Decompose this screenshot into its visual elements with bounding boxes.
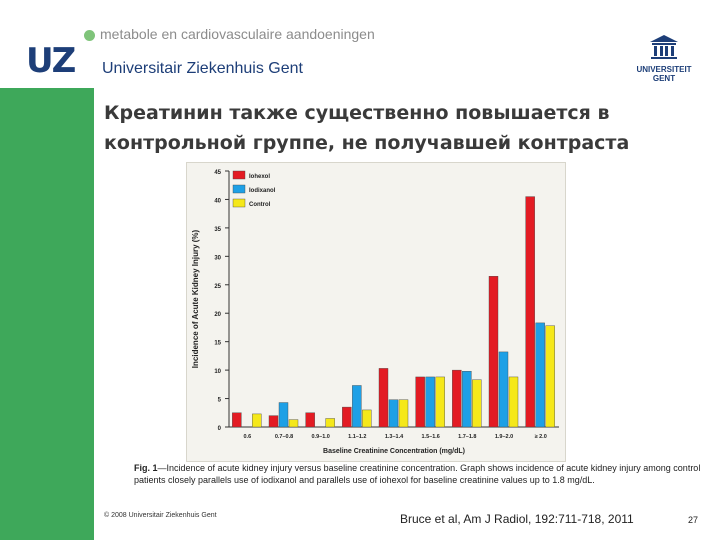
x-tick-label: 1.1–1.2 — [348, 434, 366, 440]
x-tick-label: 1.9–2.0 — [495, 434, 513, 440]
x-tick-label: 0.9–1.0 — [311, 434, 329, 440]
tagline-dot — [84, 30, 95, 41]
ugent-logo: UNIVERSITEIT GENT — [632, 34, 696, 83]
figure-caption: Fig. 1—Incidence of acute kidney injury … — [134, 462, 702, 486]
page-number: 27 — [688, 515, 699, 525]
bar-iohexol — [452, 369, 462, 428]
y-tick-label: 5 — [218, 398, 222, 404]
bar-iohexol — [378, 368, 389, 428]
citation: Bruce et al, Am J Radiol, 192:711-718, 2… — [400, 512, 634, 526]
legend-label-control: Control — [249, 202, 271, 208]
bar-control — [508, 376, 519, 428]
y-tick-label: 0 — [218, 426, 222, 432]
x-tick-label: 1.5–1.6 — [421, 434, 439, 440]
bar-iohexol — [525, 196, 535, 428]
university-name: Universitair Ziekenhuis Gent — [102, 60, 303, 77]
bar-control — [545, 325, 555, 428]
bar-iohexol — [268, 415, 279, 428]
legend-label-iodixanol: Iodixanol — [249, 188, 276, 194]
title-line-2: контрольной группе, не получавшей контра… — [104, 132, 630, 154]
bar-control — [252, 413, 262, 428]
side-accent-bar — [0, 88, 94, 540]
legend-swatch-iohexol — [232, 170, 246, 180]
bar-chart: 0 5 10 15 20 25 30 35 40 45 Incidence of Acute Kid… — [191, 170, 559, 455]
bar-control — [472, 379, 482, 428]
bar-control — [325, 418, 335, 428]
x-tick-label: 0.6 — [244, 434, 252, 440]
ugent-line2: GENT — [652, 74, 676, 83]
bar-iodixanol — [278, 402, 289, 428]
y-axis-label: Incidence of Acute Kidney Injury (%) — [191, 229, 200, 368]
tagline: metabole en cardiovasculaire aandoeninge… — [100, 26, 375, 42]
legend-swatch-iodixanol — [232, 184, 246, 194]
slide-title: Креатинин также существенно повышается в… — [104, 98, 704, 158]
bar-control — [435, 376, 445, 428]
bar-iohexol — [488, 276, 499, 428]
y-tick-label: 35 — [214, 227, 221, 233]
caption-text: —Incidence of acute kidney injury versus… — [134, 463, 701, 485]
bar-iodixanol — [425, 376, 435, 428]
bar-iohexol — [415, 376, 425, 428]
y-tick-label: 45 — [214, 170, 221, 176]
bar-iodixanol — [352, 385, 362, 428]
bar-iohexol — [342, 406, 352, 428]
bar-control — [398, 399, 409, 428]
ugent-line1: UNIVERSITEIT — [636, 65, 692, 74]
legend-label-iohexol: Iohexol — [249, 174, 270, 180]
copyright: © 2008 Universitair Ziekenhuis Gent — [104, 512, 217, 519]
y-tick-label: 10 — [214, 369, 221, 375]
bar-control — [288, 419, 299, 428]
x-axis-label: Baseline Creatinine Concentration (mg/dL… — [323, 448, 465, 455]
caption-label: Fig. 1 — [134, 463, 158, 473]
building-icon — [650, 35, 678, 59]
uz-logo: UZ — [26, 41, 76, 81]
bar-iohexol — [305, 412, 315, 428]
y-tick-label: 30 — [214, 255, 221, 261]
y-tick-label: 20 — [214, 312, 221, 318]
chart-figure: 0 5 10 15 20 25 30 35 40 45 Incidence of Acute Kid… — [186, 162, 566, 462]
title-line-1: Креатинин также существенно повышается в — [104, 102, 610, 124]
x-tick-label: 1.7–1.8 — [458, 434, 476, 440]
x-tick-label: 0.7–0.8 — [275, 434, 293, 440]
y-tick-label: 40 — [214, 198, 221, 204]
y-tick-label: 15 — [214, 341, 221, 347]
x-tick-label: 1.3–1.4 — [385, 434, 404, 440]
x-tick-label: ≥ 2.0 — [535, 434, 547, 440]
legend-swatch-control — [232, 198, 246, 208]
bar-control — [362, 409, 372, 428]
bar-iodixanol — [498, 351, 509, 428]
bar-iodixanol — [535, 322, 545, 428]
bar-iodixanol — [462, 371, 472, 428]
bar-iodixanol — [388, 399, 399, 428]
bar-iohexol — [232, 412, 242, 428]
y-tick-label: 25 — [214, 284, 221, 290]
